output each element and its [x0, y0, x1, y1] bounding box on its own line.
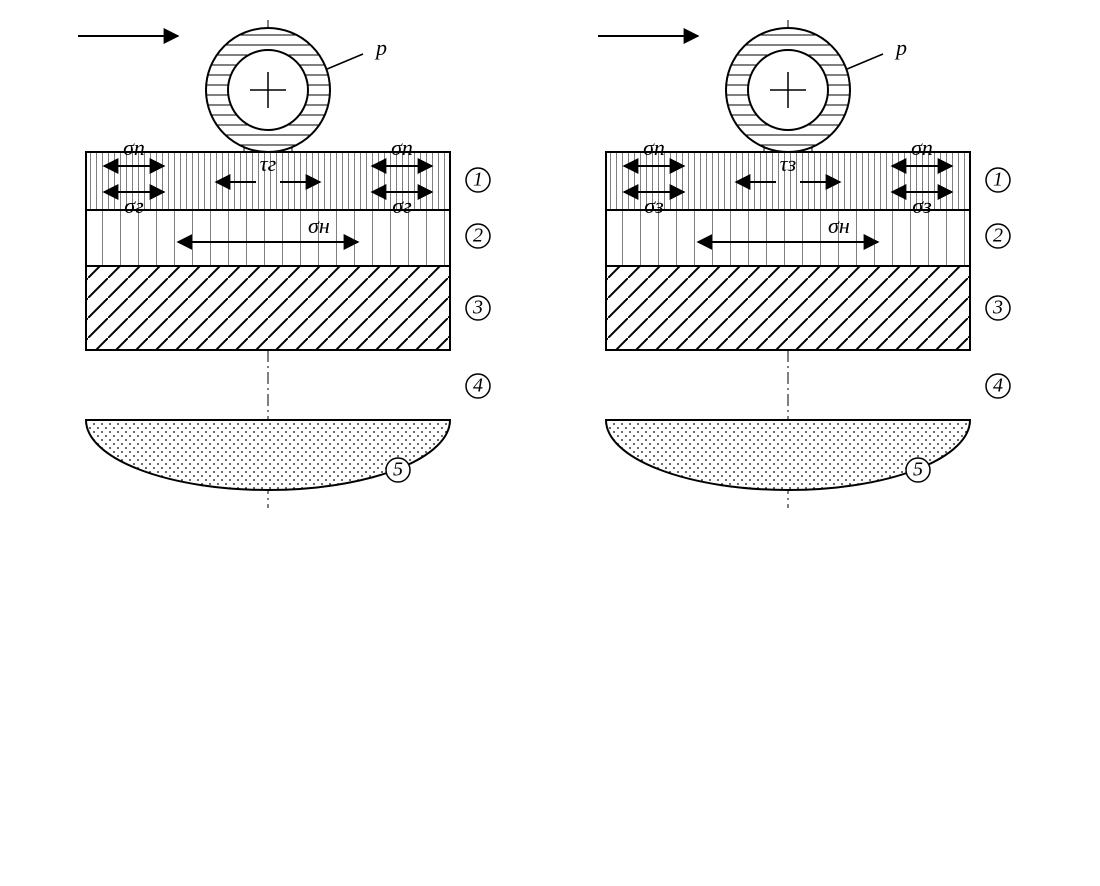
p-label: p: [894, 35, 907, 60]
sigma-x-left-label: σг: [124, 193, 144, 218]
layer-marker-label: 3: [992, 297, 1003, 319]
layer-marker-label: 5: [913, 459, 923, 481]
sigma-x-right-label: σг: [392, 193, 412, 218]
sigma-n-right-label: σп: [391, 135, 413, 160]
layer-marker-label: 3: [472, 297, 483, 319]
layer-marker-label: 2: [473, 225, 483, 247]
sigma-n-left-label: σп: [123, 135, 145, 160]
layer-marker-label: 2: [993, 225, 1003, 247]
layer-marker-label: 1: [993, 169, 1003, 191]
layer-2: [606, 210, 970, 266]
layer-marker-label: 1: [473, 169, 483, 191]
sigma-n-right-label: σп: [911, 135, 933, 160]
p-label: p: [374, 35, 387, 60]
layer-2: [86, 210, 450, 266]
diagram-canvas: p σп σг σп σг τг σн 1 2 3 4 5 p σп σз σп σз τз σн 1 2 3 4 5: [0, 0, 1100, 886]
layer-marker-label: 4: [993, 375, 1003, 397]
sigma-h-label: σн: [308, 213, 330, 238]
layer-marker-label: 4: [473, 375, 483, 397]
sigma-n-left-label: σп: [643, 135, 665, 160]
layer-3: [86, 266, 450, 350]
layer-3: [606, 266, 970, 350]
layer-marker-label: 5: [393, 459, 403, 481]
sigma-x-left-label: σз: [644, 193, 663, 218]
tau-label: τз: [780, 151, 796, 176]
tau-label: τг: [260, 151, 277, 176]
sigma-h-label: σн: [828, 213, 850, 238]
sigma-x-right-label: σз: [912, 193, 931, 218]
diagram-svg: p σп σг σп σг τг σн 1 2 3 4 5 p σп σз σп σз τз σн 1 2 3 4 5: [0, 0, 1100, 886]
